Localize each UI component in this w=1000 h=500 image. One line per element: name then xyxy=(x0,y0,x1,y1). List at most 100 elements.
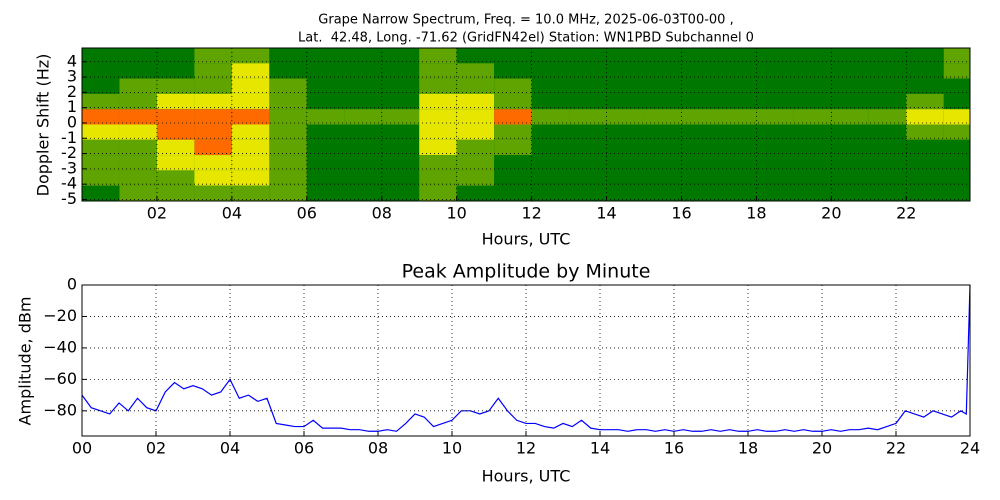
heatmap-cell xyxy=(119,170,157,186)
heatmap-cell xyxy=(119,185,157,201)
heatmap-cell xyxy=(456,78,495,94)
x-tick-label: 04 xyxy=(222,204,242,223)
heatmap-cell xyxy=(119,124,157,140)
heatmap-cell xyxy=(456,170,495,186)
heatmap-cell xyxy=(231,124,270,140)
heatmap-cell xyxy=(156,93,195,110)
heatmap-cell xyxy=(306,124,345,140)
y-tick-label: −20 xyxy=(43,306,77,325)
heatmap-cell xyxy=(793,185,832,201)
heatmap-cell xyxy=(82,48,120,64)
heatmap-cell xyxy=(906,93,944,110)
heatmap-cell xyxy=(494,124,532,140)
heatmap-cell xyxy=(718,63,757,79)
heatmap-cell xyxy=(82,185,120,201)
heatmap-cell xyxy=(269,93,307,110)
heatmap-cell xyxy=(943,48,970,64)
heatmap-cell xyxy=(644,124,682,140)
heatmap-cell xyxy=(606,170,645,186)
x-tick-label: 16 xyxy=(664,439,684,458)
heatmap-cell xyxy=(231,63,270,79)
heatmap-cell xyxy=(119,109,157,125)
heatmap-cell xyxy=(344,124,382,140)
heatmap-cell xyxy=(306,78,345,94)
heatmap-cell xyxy=(831,185,869,201)
heatmap-cell xyxy=(82,139,120,156)
y-axis-label: Doppler Shift (Hz) xyxy=(34,54,53,197)
heatmap-cell xyxy=(194,170,232,186)
heatmap-cell xyxy=(531,185,570,201)
heatmap-cell xyxy=(381,63,420,79)
heatmap-cell xyxy=(156,124,195,140)
heatmap-cell xyxy=(868,93,907,110)
heatmap-cell xyxy=(419,63,457,79)
heatmap-cell xyxy=(156,170,195,186)
heatmap-cell xyxy=(756,124,794,140)
heatmap-cell xyxy=(831,155,869,171)
heatmap-cell xyxy=(569,139,607,156)
heatmap-cell xyxy=(419,124,457,140)
heatmap-cell xyxy=(906,63,944,79)
heatmap-cell xyxy=(419,93,457,110)
heatmap-cell xyxy=(194,139,232,156)
heatmap-cell xyxy=(756,78,794,94)
heatmap-cell xyxy=(82,109,120,125)
heatmap-cell xyxy=(419,48,457,64)
heatmap-cell xyxy=(756,139,794,156)
y-tick-label: 4 xyxy=(67,51,77,70)
heatmap-cell xyxy=(868,155,907,171)
heatmap-cell xyxy=(868,139,907,156)
heatmap-cell xyxy=(868,78,907,94)
heatmap-cell xyxy=(569,155,607,171)
heatmap-cell xyxy=(419,170,457,186)
heatmap-cell xyxy=(194,109,232,125)
x-tick-label: 24 xyxy=(960,439,980,458)
heatmap-cell xyxy=(494,170,532,186)
heatmap-cell xyxy=(82,170,120,186)
heatmap-cell xyxy=(381,139,420,156)
heatmap-cell xyxy=(82,78,120,94)
heatmap-cell xyxy=(906,109,944,125)
heatmap-cell xyxy=(644,139,682,156)
x-tick-label: 22 xyxy=(886,439,906,458)
heatmap-cell xyxy=(269,109,307,125)
heatmap-cell xyxy=(644,155,682,171)
heatmap-cell xyxy=(306,109,345,125)
heatmap-cell xyxy=(231,185,270,201)
heatmap-cell xyxy=(793,93,832,110)
heatmap-cell xyxy=(831,170,869,186)
y-tick-label: −40 xyxy=(43,337,77,356)
heatmap-cell xyxy=(269,185,307,201)
heatmap-cell xyxy=(906,48,944,64)
heatmap-cell xyxy=(344,185,382,201)
heatmap-cell xyxy=(119,48,157,64)
heatmap-cell xyxy=(644,78,682,94)
heatmap-cell xyxy=(531,48,570,64)
heatmap-cell xyxy=(381,185,420,201)
heatmap-cell xyxy=(531,93,570,110)
plot-area xyxy=(82,48,970,201)
heatmap-cell xyxy=(681,124,719,140)
x-tick-label: 06 xyxy=(297,204,317,223)
heatmap-cell xyxy=(569,170,607,186)
heatmap-cell xyxy=(606,124,645,140)
x-tick-label: 12 xyxy=(521,204,541,223)
heatmap-cell xyxy=(906,170,944,186)
heatmap-cell xyxy=(756,170,794,186)
heatmap-cell xyxy=(569,109,607,125)
heatmap-cell xyxy=(606,109,645,125)
heatmap-cell xyxy=(531,109,570,125)
heatmap-cell xyxy=(906,139,944,156)
heatmap-cell xyxy=(156,78,195,94)
heatmap-cell xyxy=(456,109,495,125)
x-tick-label: 14 xyxy=(596,204,616,223)
heatmap-cell xyxy=(194,48,232,64)
heatmap-cell xyxy=(494,185,532,201)
heatmap-cell xyxy=(494,93,532,110)
heatmap-cell xyxy=(681,63,719,79)
axes-frame xyxy=(81,284,971,437)
heatmap-cell xyxy=(681,139,719,156)
heatmap-cell xyxy=(868,63,907,79)
heatmap-cell xyxy=(231,48,270,64)
